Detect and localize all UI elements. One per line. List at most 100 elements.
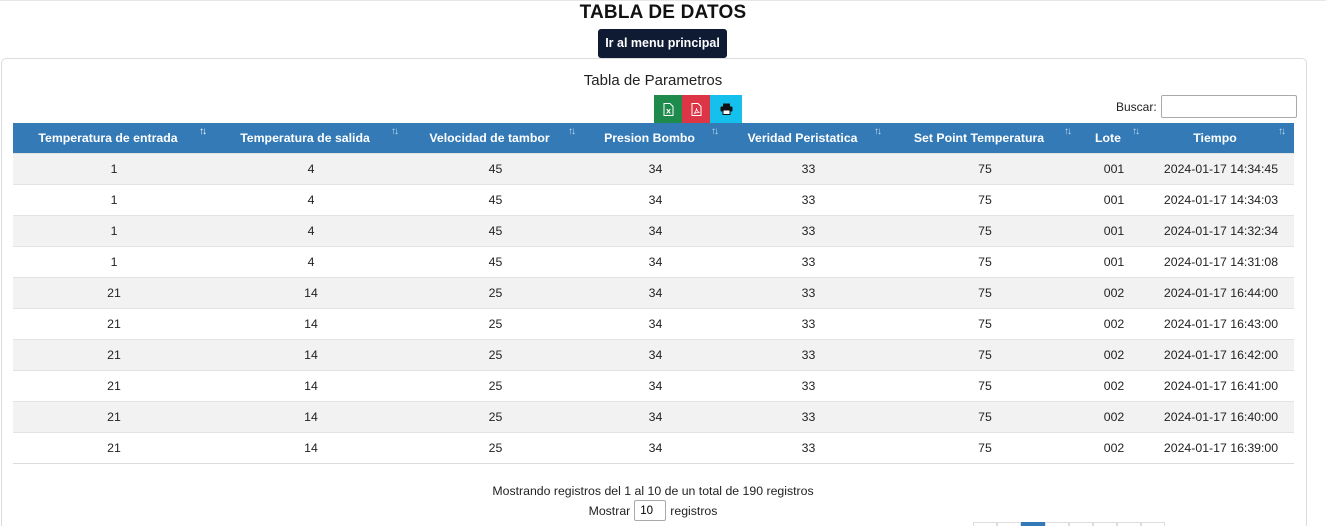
pagination-page-2[interactable] bbox=[1045, 522, 1069, 526]
table-cell: 2024-01-17 16:41:00 bbox=[1148, 369, 1294, 401]
column-header[interactable]: Lote ↑↓ bbox=[1080, 123, 1148, 153]
pagination-next[interactable] bbox=[1141, 522, 1165, 526]
print-button[interactable] bbox=[710, 95, 742, 123]
table-row: 21 14 25 34 33 75 002 2024-01-17 16:39:00 bbox=[13, 431, 1294, 464]
table-cell: 75 bbox=[890, 152, 1080, 184]
table-cell: 33 bbox=[727, 369, 890, 401]
table-cell: 2024-01-17 14:32:34 bbox=[1148, 214, 1294, 246]
column-header[interactable]: Temperatura de entrada ↑↓ bbox=[13, 123, 215, 153]
table-cell: 33 bbox=[727, 338, 890, 370]
card-title: Tabla de Parametros bbox=[583, 72, 723, 89]
column-header[interactable]: Velocidad de tambor ↑↓ bbox=[407, 123, 584, 153]
export-pdf-button[interactable] bbox=[682, 95, 710, 123]
table-cell: 34 bbox=[584, 400, 727, 432]
table-cell: 25 bbox=[407, 307, 584, 339]
column-header[interactable]: Set Point Temperatura ↑↓ bbox=[890, 123, 1080, 153]
table-cell: 14 bbox=[215, 276, 407, 308]
table-cell: 001 bbox=[1080, 152, 1148, 184]
table-cell: 25 bbox=[407, 276, 584, 308]
page-length-control: Mostrar 10 registros bbox=[0, 500, 1306, 521]
search-area: Buscar: bbox=[1116, 95, 1297, 118]
column-header[interactable]: Tiempo ↑↓ bbox=[1148, 123, 1294, 153]
sort-arrows-icon: ↑↓ bbox=[711, 126, 719, 137]
table-cell: 75 bbox=[890, 400, 1080, 432]
table-cell: 1 bbox=[13, 152, 215, 184]
table-row: 21 14 25 34 33 75 002 2024-01-17 16:44:00 bbox=[13, 276, 1294, 308]
table-cell: 001 bbox=[1080, 214, 1148, 246]
pagination-page-1[interactable] bbox=[1021, 522, 1045, 526]
table-cell: 002 bbox=[1080, 400, 1148, 432]
top-border bbox=[0, 0, 1326, 1]
export-excel-button[interactable]: X bbox=[654, 95, 682, 123]
excel-icon: X bbox=[663, 102, 673, 116]
table-cell: 14 bbox=[215, 400, 407, 432]
pagination-page-4[interactable] bbox=[1093, 522, 1117, 526]
column-header[interactable]: Veridad Peristatica ↑↓ bbox=[727, 123, 890, 153]
table-cell: 75 bbox=[890, 214, 1080, 246]
table-cell: 34 bbox=[584, 214, 727, 246]
sort-arrows-icon: ↑↓ bbox=[391, 126, 399, 137]
table-cell: 001 bbox=[1080, 183, 1148, 215]
table-cell: 34 bbox=[584, 338, 727, 370]
page-title: TABLA DE DATOS bbox=[579, 2, 747, 23]
table-cell: 2024-01-17 16:42:00 bbox=[1148, 338, 1294, 370]
table-cell: 75 bbox=[890, 338, 1080, 370]
table-cell: 14 bbox=[215, 338, 407, 370]
pagination-blank bbox=[997, 522, 1021, 526]
table-row: 21 14 25 34 33 75 002 2024-01-17 16:40:00 bbox=[13, 400, 1294, 432]
table-header-row: Temperatura de entrada ↑↓ Temperatura de s… bbox=[13, 123, 1294, 153]
page-length-select[interactable]: 10 bbox=[634, 500, 667, 521]
table-cell: 25 bbox=[407, 369, 584, 401]
table-row: 1 4 45 34 33 75 001 2024-01-17 14:32:34 bbox=[13, 214, 1294, 246]
table-cell: 34 bbox=[584, 183, 727, 215]
table-row: 1 4 45 34 33 75 001 2024-01-17 14:31:08 bbox=[13, 245, 1294, 277]
table-cell: 75 bbox=[890, 431, 1080, 464]
table-cell: 75 bbox=[890, 245, 1080, 277]
length-suffix: registros bbox=[670, 503, 718, 518]
search-input[interactable] bbox=[1160, 95, 1297, 118]
table-row: 21 14 25 34 33 75 002 2024-01-17 16:41:00 bbox=[13, 369, 1294, 401]
pagination-page-3[interactable] bbox=[1069, 522, 1093, 526]
table-cell: 21 bbox=[13, 307, 215, 339]
table-cell: 21 bbox=[13, 338, 215, 370]
table-cell: 14 bbox=[215, 369, 407, 401]
table-cell: 21 bbox=[13, 400, 215, 432]
column-header[interactable]: Presion Bombo ↑↓ bbox=[584, 123, 727, 153]
pagination-page-5[interactable] bbox=[1117, 522, 1141, 526]
table-cell: 1 bbox=[13, 214, 215, 246]
table-row: 21 14 25 34 33 75 002 2024-01-17 16:43:00 bbox=[13, 307, 1294, 339]
column-header-label: Tiempo bbox=[1193, 130, 1237, 145]
table-row: 21 14 25 34 33 75 002 2024-01-17 16:42:00 bbox=[13, 338, 1294, 370]
table-cell: 33 bbox=[727, 276, 890, 308]
table-row: 1 4 45 34 33 75 001 2024-01-17 14:34:45 bbox=[13, 152, 1294, 184]
pagination bbox=[973, 522, 1165, 526]
column-header-label: Velocidad de tambor bbox=[429, 130, 550, 145]
column-header[interactable]: Temperatura de salida ↑↓ bbox=[215, 123, 407, 153]
table-cell: 34 bbox=[584, 369, 727, 401]
table-cell: 75 bbox=[890, 183, 1080, 215]
table-cell: 14 bbox=[215, 307, 407, 339]
column-header-label: Lote bbox=[1095, 130, 1121, 145]
table-cell: 21 bbox=[13, 431, 215, 464]
sort-arrows-icon: ↑↓ bbox=[1278, 126, 1286, 137]
table-cell: 002 bbox=[1080, 338, 1148, 370]
main-menu-button[interactable]: Ir al menu principal bbox=[598, 29, 727, 58]
table-cell: 45 bbox=[407, 152, 584, 184]
pagination-previous[interactable] bbox=[973, 522, 997, 526]
table-cell: 4 bbox=[215, 214, 407, 246]
table-cell: 1 bbox=[13, 183, 215, 215]
table-cell: 33 bbox=[727, 431, 890, 464]
table-cell: 34 bbox=[584, 276, 727, 308]
column-header-label: Set Point Temperatura bbox=[913, 130, 1045, 145]
svg-text:X: X bbox=[665, 107, 670, 115]
column-header-label: Temperatura de entrada bbox=[38, 130, 178, 145]
table-cell: 45 bbox=[407, 214, 584, 246]
table-cell: 34 bbox=[584, 431, 727, 464]
table-cell: 2024-01-17 16:43:00 bbox=[1148, 307, 1294, 339]
table-cell: 75 bbox=[890, 369, 1080, 401]
table-cell: 2024-01-17 16:40:00 bbox=[1148, 400, 1294, 432]
table-cell: 33 bbox=[727, 400, 890, 432]
table-cell: 34 bbox=[584, 307, 727, 339]
table-cell: 75 bbox=[890, 307, 1080, 339]
table-cell: 34 bbox=[584, 152, 727, 184]
